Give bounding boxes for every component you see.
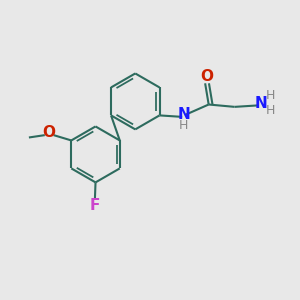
- Text: O: O: [42, 125, 55, 140]
- Text: F: F: [90, 198, 100, 213]
- Text: O: O: [200, 69, 213, 84]
- Text: H: H: [266, 89, 275, 103]
- Text: H: H: [266, 104, 275, 117]
- Text: H: H: [179, 118, 188, 132]
- Text: N: N: [255, 95, 268, 110]
- Text: N: N: [177, 107, 190, 122]
